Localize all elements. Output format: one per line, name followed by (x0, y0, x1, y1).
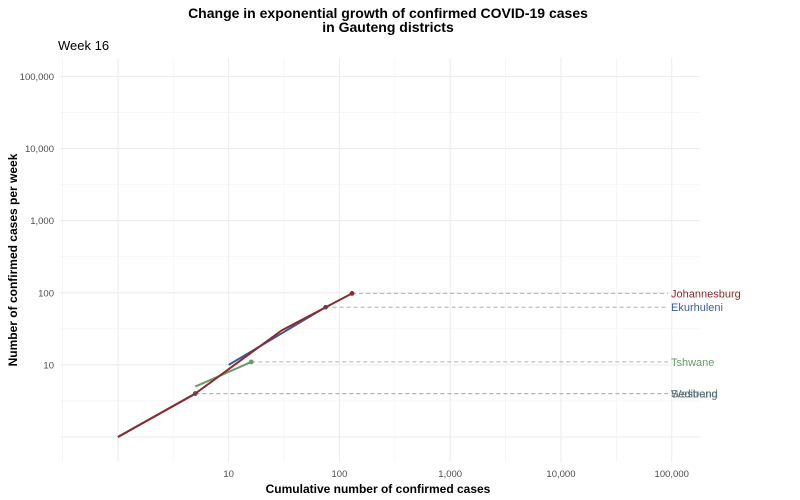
series-endpoint (349, 290, 355, 296)
chart-title-line2: in Gauteng districts (322, 19, 454, 35)
grid (60, 58, 700, 462)
y-tick-label: 100,000 (20, 72, 54, 83)
chart-subtitle: Week 16 (58, 38, 109, 53)
x-tick-label: 10,000 (546, 469, 575, 480)
y-tick-label: 10 (43, 360, 54, 371)
y-tick-label: 100 (38, 288, 54, 299)
y-axis-title: Number of confirmed cases per week (6, 153, 20, 366)
series-endpoint (248, 359, 254, 365)
y-tick-label: 10,000 (25, 144, 54, 155)
tick-labels: 10 100 1,000 10,000 100,000 10 100 1,000 10,000 1… (20, 72, 689, 480)
series-lines (117, 290, 355, 438)
x-tick-label: 1,000 (438, 469, 462, 480)
chart-title-line1: Change in exponential growth of confirme… (188, 5, 588, 21)
series-label: Ekurhuleni (671, 302, 723, 314)
series-label: Westrand (671, 389, 718, 401)
series-label: Tshwane (671, 357, 714, 369)
reference-lines (195, 292, 668, 395)
x-tick-label: 10 (223, 469, 234, 480)
y-tick-label: 1,000 (30, 216, 54, 227)
series-labels: Johannesburg Ekurhuleni Tshwane WestrandSed… (671, 288, 741, 400)
series-label: Sedibeng (671, 389, 718, 401)
x-axis-title: Cumulative number of confirmed cases (266, 482, 491, 496)
series-label: Johannesburg (671, 288, 741, 300)
x-tick-label: 100 (332, 469, 348, 480)
series-line (117, 292, 353, 438)
x-tick-label: 100,000 (655, 469, 689, 480)
